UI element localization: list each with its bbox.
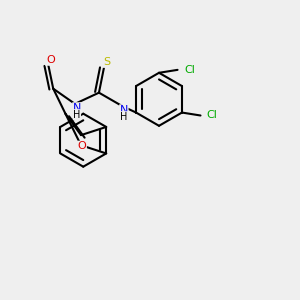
Text: N: N bbox=[73, 103, 81, 113]
Text: H: H bbox=[73, 110, 81, 120]
Text: Cl: Cl bbox=[207, 110, 218, 121]
Text: Cl: Cl bbox=[184, 65, 195, 75]
Text: S: S bbox=[103, 57, 110, 67]
Text: O: O bbox=[78, 141, 86, 151]
Text: O: O bbox=[46, 55, 55, 65]
Text: H: H bbox=[120, 112, 128, 122]
Text: N: N bbox=[120, 105, 128, 115]
